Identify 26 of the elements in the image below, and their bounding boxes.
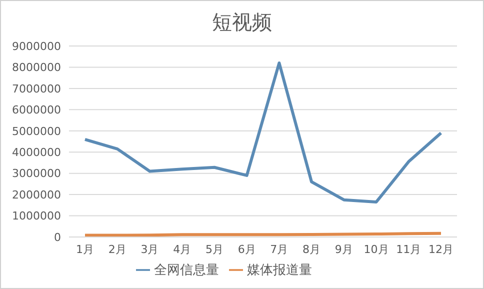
x-tick-label: 3月 [140, 242, 159, 256]
y-tick-label: 4000000 [12, 146, 61, 160]
x-tick-label: 8月 [302, 242, 321, 256]
y-tick-label: 6000000 [12, 104, 61, 117]
x-tick-label: 12月 [428, 242, 454, 256]
legend-label: 媒体报道量 [247, 263, 312, 278]
x-tick-label: 4月 [173, 242, 192, 256]
y-tick-label: 7000000 [12, 82, 61, 96]
x-tick-label: 6月 [238, 242, 256, 256]
x-tick-label: 2月 [108, 242, 126, 256]
y-tick-label: 9000000 [12, 40, 61, 53]
y-tick-label: 0 [54, 230, 61, 244]
x-tick-label: 7月 [270, 242, 288, 256]
y-tick-label: 2000000 [12, 188, 61, 202]
y-tick-label: 5000000 [12, 124, 61, 138]
x-tick-label: 9月 [334, 242, 353, 256]
y-tick-label: 1000000 [12, 210, 61, 223]
line-series [84, 61, 442, 204]
y-tick-label: 3000000 [12, 167, 61, 180]
y-tick-label: 8000000 [12, 61, 61, 74]
chart-title: 短视频 [211, 9, 273, 36]
x-tick-label: 11月 [396, 242, 422, 256]
x-tick-label: 1月 [76, 242, 94, 256]
x-tick-label: 10月 [364, 242, 389, 256]
legend-label: 全网信息量 [154, 263, 219, 278]
x-tick-label: 5月 [205, 242, 224, 256]
